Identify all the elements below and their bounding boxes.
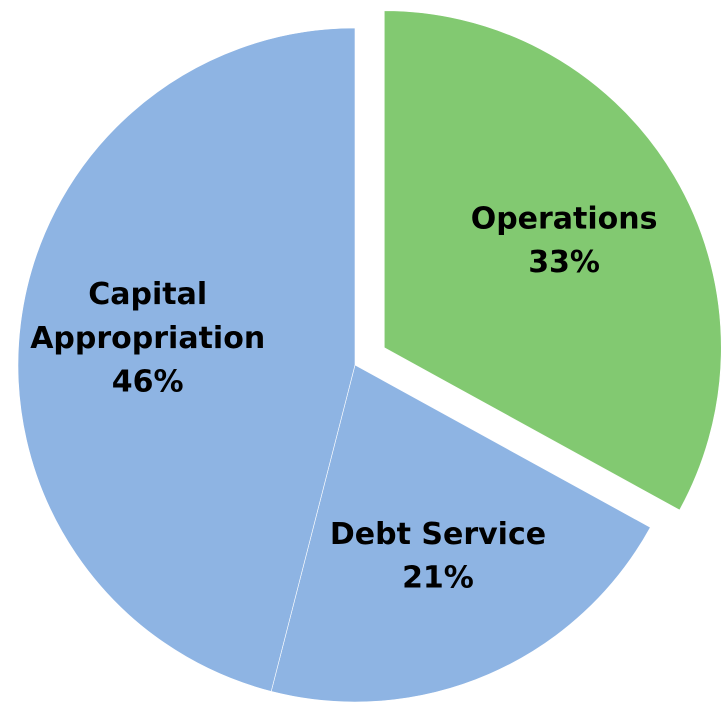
slice-label: Capital Appropriation [30, 276, 265, 355]
value-label: 46% [112, 364, 184, 399]
value-label: 21% [402, 560, 474, 595]
pie-slice [383, 10, 722, 511]
slice-label: Debt Service [330, 516, 546, 551]
pie-slice [270, 364, 651, 703]
pie-slice [17, 27, 356, 692]
slice-label: Operations [471, 201, 658, 236]
value-label: 33% [528, 245, 600, 280]
